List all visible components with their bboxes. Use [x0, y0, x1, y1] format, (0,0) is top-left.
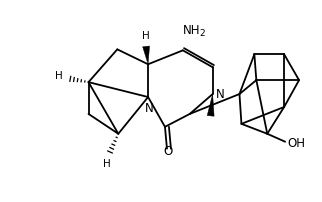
Text: NH: NH [183, 24, 200, 37]
Text: OH: OH [287, 137, 305, 150]
Text: N: N [145, 102, 154, 115]
Text: H: H [55, 71, 62, 81]
Text: H: H [102, 159, 110, 168]
Polygon shape [143, 46, 149, 64]
Polygon shape [207, 94, 214, 116]
Text: N: N [216, 87, 224, 101]
Text: H: H [142, 32, 150, 41]
Text: 2: 2 [200, 29, 205, 38]
Text: O: O [163, 145, 173, 158]
